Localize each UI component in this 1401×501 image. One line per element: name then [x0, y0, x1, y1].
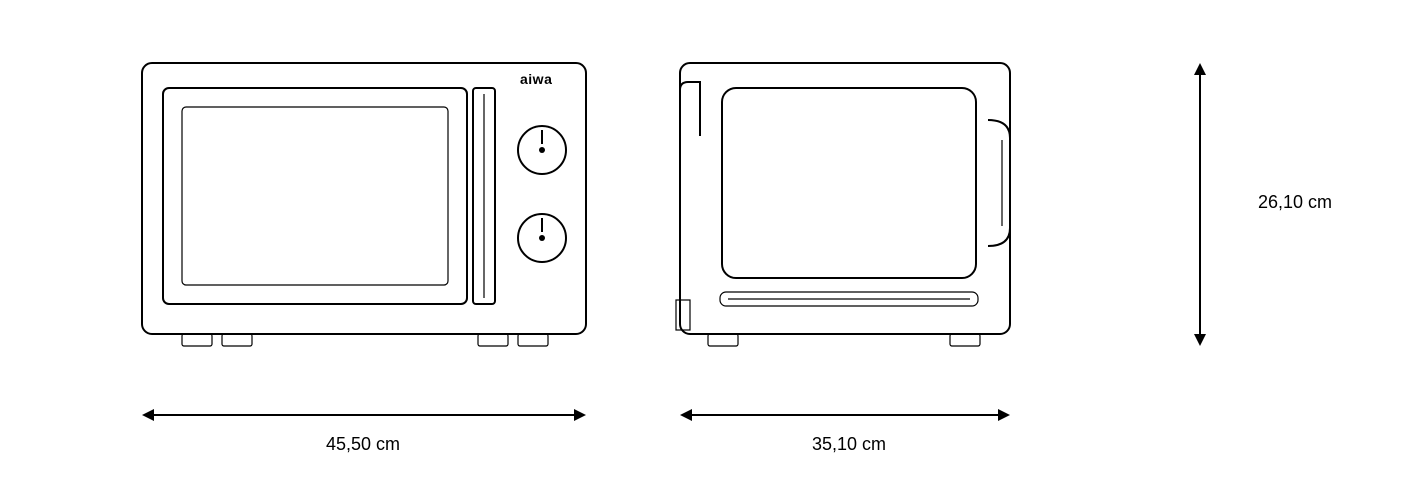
arrowhead — [1194, 63, 1206, 75]
front-foot — [222, 334, 252, 346]
arrowhead — [1194, 334, 1206, 346]
side-foot — [950, 334, 980, 346]
arrowhead — [142, 409, 154, 421]
front-door-window — [182, 107, 448, 285]
height-label: 26,10 cm — [1258, 192, 1332, 213]
knob-center — [539, 147, 545, 153]
side-handle-right — [988, 120, 1010, 246]
arrowhead — [574, 409, 586, 421]
front-foot — [478, 334, 508, 346]
arrowhead — [680, 409, 692, 421]
depth-label-side: 35,10 cm — [812, 434, 886, 455]
side-hinge-left — [680, 82, 700, 136]
side-foot — [708, 334, 738, 346]
front-foot — [182, 334, 212, 346]
brand-logo: aiwa — [520, 71, 552, 87]
width-label-front: 45,50 cm — [326, 434, 400, 455]
side-outer-body — [680, 63, 1010, 334]
front-outer-body — [142, 63, 586, 334]
front-door-frame — [163, 88, 467, 304]
arrowhead — [998, 409, 1010, 421]
knob-center — [539, 235, 545, 241]
side-inner-panel — [722, 88, 976, 278]
front-foot — [518, 334, 548, 346]
side-notch — [676, 300, 690, 330]
